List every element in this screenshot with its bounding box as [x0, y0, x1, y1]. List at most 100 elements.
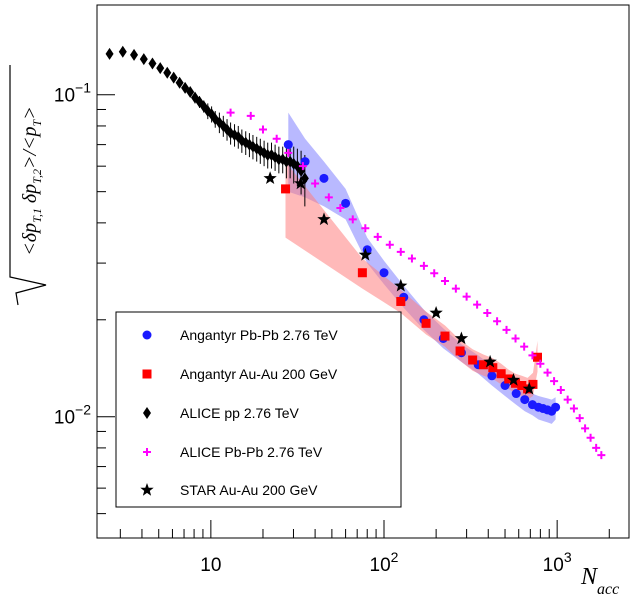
data-point-series-2: [139, 53, 148, 66]
data-point-series-1: [532, 352, 542, 362]
legend-label: ALICE Pb-Pb 2.76 TeV: [180, 444, 323, 460]
data-point-series-3: [430, 269, 439, 278]
data-point-series-0: [520, 395, 530, 405]
data-point-series-1: [396, 296, 406, 306]
data-point-series-2: [156, 62, 165, 75]
data-point-series-3: [298, 162, 307, 171]
data-point-series-1: [478, 360, 488, 370]
data-point-series-3: [246, 111, 255, 120]
data-point-series-3: [407, 254, 416, 263]
data-point-series-3: [543, 368, 552, 377]
data-point-series-4: [294, 176, 308, 190]
data-point-series-2: [163, 66, 172, 79]
data-point-series-3: [258, 125, 267, 134]
legend-marker-series-2: [143, 407, 151, 419]
data-point-series-3: [556, 386, 565, 395]
x-tick-label: 103: [543, 549, 572, 576]
data-point-series-1: [455, 346, 465, 356]
svg-text:Nacc: Nacc: [580, 564, 619, 598]
data-point-series-3: [493, 317, 502, 326]
x-tick-label: 10: [200, 555, 221, 576]
data-point-series-3: [581, 424, 590, 433]
data-point-series-0: [283, 140, 293, 150]
data-point-series-0: [511, 389, 521, 399]
data-point-series-2: [186, 85, 195, 98]
data-point-series-3: [324, 193, 333, 202]
legend: Angantyr Pb-Pb 2.76 TeV Angantyr Au-Au 20…: [115, 311, 402, 508]
data-point-series-3: [419, 261, 428, 270]
data-point-series-3: [385, 240, 394, 249]
data-point-series-1: [468, 355, 478, 365]
legend-label: STAR Au-Au 200 GeV: [180, 482, 318, 498]
x-tick-label: 102: [370, 549, 399, 576]
x-axis-title: Nacc: [580, 564, 619, 598]
sqrt-sign: [9, 65, 47, 306]
y-tick-label: 10−2: [54, 402, 91, 429]
data-point-series-4: [394, 278, 408, 292]
data-point-series-4: [358, 247, 372, 261]
data-point-series-3: [563, 395, 572, 404]
data-point-series-4: [263, 171, 277, 184]
data-point-series-1: [496, 369, 506, 379]
data-point-series-3: [520, 342, 529, 351]
data-point-series-3: [284, 148, 293, 157]
data-point-series-3: [311, 179, 320, 188]
data-point-series-2: [105, 47, 114, 60]
data-point-series-3: [575, 414, 584, 423]
data-point-series-3: [336, 203, 345, 212]
data-point-series-4: [506, 373, 521, 386]
data-point-series-3: [440, 276, 449, 285]
data-point-series-1: [357, 268, 367, 278]
data-point-series-4: [483, 354, 497, 368]
legend-label: ALICE pp 2.76 TeV: [180, 405, 299, 421]
legend-marker-series-1: [142, 369, 152, 379]
legend-marker-series-0: [142, 330, 152, 340]
data-point-series-3: [528, 351, 537, 360]
data-point-series-4: [522, 381, 536, 395]
data-point-series-3: [502, 325, 511, 334]
data-point-series-3: [272, 134, 281, 143]
data-point-series-2: [175, 76, 184, 89]
y-tick-label: 10−1: [54, 80, 91, 107]
data-point-series-1: [281, 184, 291, 194]
data-point-series-4: [454, 331, 469, 345]
data-point-series-3: [361, 224, 370, 233]
data-point-series-0: [319, 173, 329, 183]
data-point-series-2: [130, 48, 139, 61]
data-point-series-3: [226, 108, 235, 117]
data-point-series-2: [118, 45, 127, 58]
legend-marker-series-4: [140, 483, 154, 496]
data-point-series-1: [528, 379, 538, 389]
data-point-series-0: [341, 198, 351, 208]
data-point-series-3: [511, 334, 520, 343]
data-point-series-3: [396, 247, 405, 256]
data-point-series-1: [488, 363, 498, 373]
data-point-series-2: [148, 57, 157, 70]
y-axis-title: <δpT,1 δpT,2>/<pT>: [9, 65, 47, 306]
data-point-series-3: [348, 215, 357, 224]
data-point-series-0: [379, 268, 389, 278]
data-point-series-3: [586, 433, 595, 442]
data-point-series-4: [429, 306, 443, 319]
svg-text:<δpT,1 δpT,2>/<pT>: <δpT,1 δpT,2>/<pT>: [19, 106, 44, 255]
data-point-series-3: [569, 404, 578, 413]
data-point-series-1: [440, 331, 450, 341]
data-point-series-3: [451, 284, 460, 293]
legend-box: [115, 311, 402, 508]
legend-marker-series-3: [143, 448, 151, 456]
data-point-series-3: [462, 292, 471, 301]
data-point-series-1: [517, 381, 527, 391]
data-point-series-3: [473, 300, 482, 309]
data-point-series-3: [483, 308, 492, 317]
data-point-series-0: [551, 402, 561, 412]
legend-label: Angantyr Pb-Pb 2.76 TeV: [180, 327, 338, 343]
data-point-series-0: [487, 371, 497, 381]
data-point-series-3: [592, 443, 601, 452]
legend-label: Angantyr Au-Au 200 GeV: [180, 366, 338, 382]
data-point-series-2: [169, 71, 178, 84]
data-point-series-3: [536, 359, 545, 368]
data-point-series-4: [317, 212, 331, 226]
data-point-series-1: [421, 318, 431, 328]
data-point-series-3: [597, 451, 606, 460]
